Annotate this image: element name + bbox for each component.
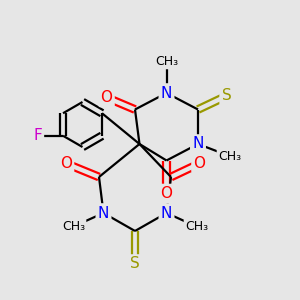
Text: O: O — [160, 186, 172, 201]
Text: CH₃: CH₃ — [185, 220, 208, 233]
Text: N: N — [98, 206, 109, 220]
Text: O: O — [100, 90, 112, 105]
Text: S: S — [130, 256, 140, 272]
Text: CH₃: CH₃ — [62, 220, 85, 233]
Text: O: O — [194, 156, 206, 171]
Text: F: F — [33, 128, 42, 143]
Text: CH₃: CH₃ — [218, 149, 241, 163]
Text: S: S — [222, 88, 231, 104]
Text: N: N — [161, 85, 172, 100]
Text: N: N — [161, 206, 172, 220]
Text: N: N — [192, 136, 204, 152]
Text: O: O — [60, 156, 72, 171]
Text: CH₃: CH₃ — [155, 55, 178, 68]
